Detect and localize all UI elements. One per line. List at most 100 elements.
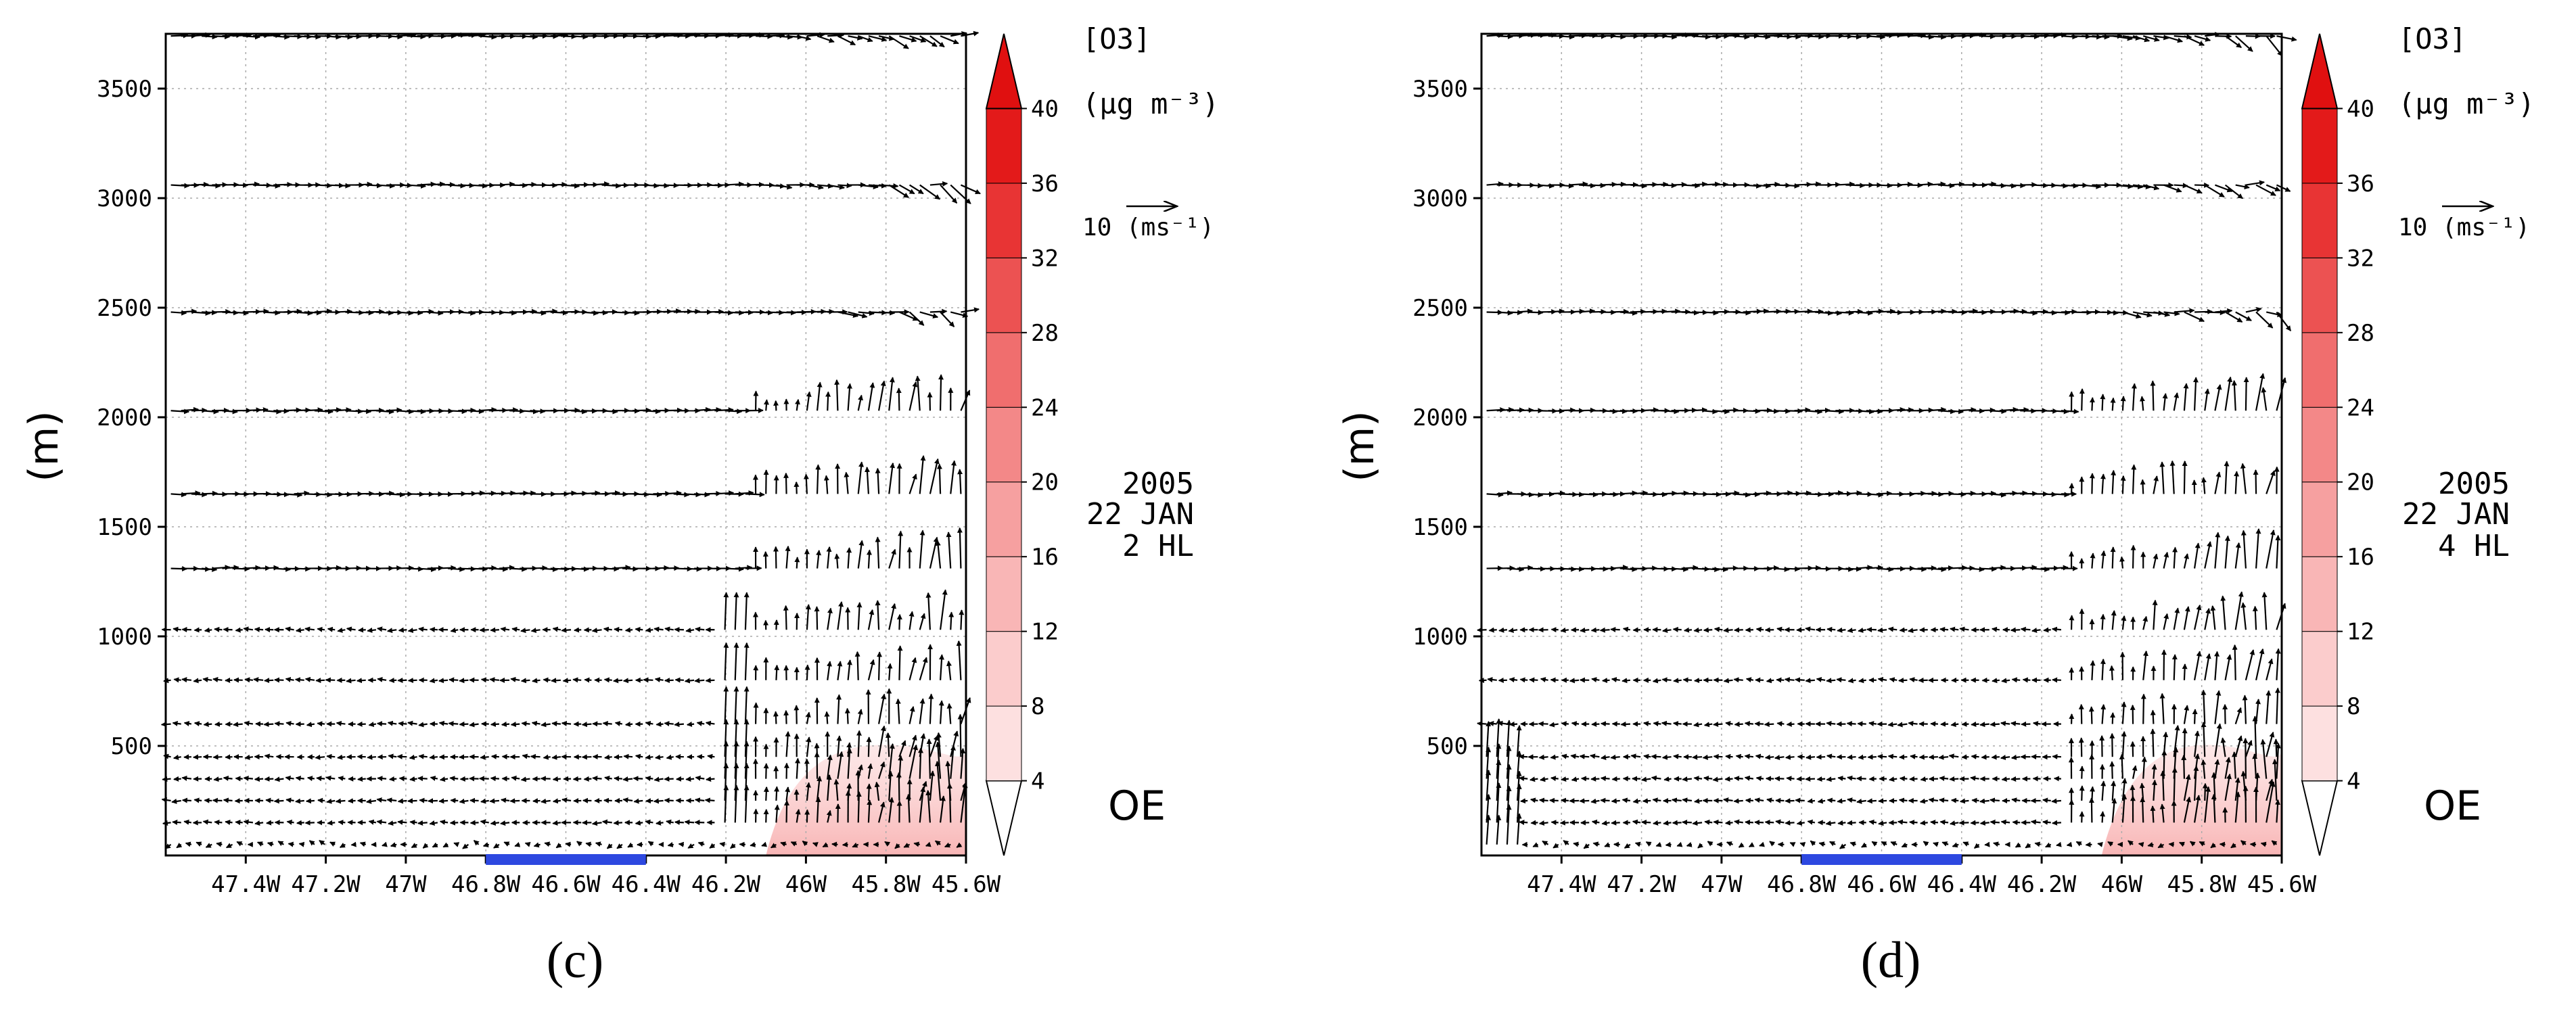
- wind-vector: [335, 407, 352, 413]
- wind-vector: [903, 843, 911, 848]
- wind-vector: [836, 735, 842, 757]
- wind-vector: [724, 408, 743, 415]
- wind-vector: [500, 820, 510, 826]
- wind-vector: [878, 693, 886, 724]
- wind-vector: [521, 721, 530, 727]
- wind-vector: [2220, 737, 2226, 757]
- wind-vector: [2132, 765, 2138, 779]
- wind-vector: [490, 820, 500, 826]
- wind-vector: [2255, 373, 2266, 411]
- wind-vector: [1611, 776, 1620, 782]
- wind-vector: [2219, 841, 2226, 847]
- x-tick-label: 46.6W: [531, 871, 601, 898]
- wind-vector: [2182, 663, 2188, 680]
- wind-vector: [2266, 529, 2276, 569]
- wind-vector: [1858, 678, 1866, 684]
- wind-vector: [1877, 753, 1887, 759]
- wind-vector: [386, 628, 397, 634]
- panel-d-label: (d): [1861, 932, 1921, 989]
- wind-vector: [1673, 678, 1682, 684]
- wind-vector: [264, 678, 274, 684]
- x-tick-label: 45.6W: [2247, 871, 2317, 898]
- wind-vector: [2001, 678, 2010, 684]
- wind-vector: [2261, 387, 2268, 411]
- wind-vector: [928, 693, 934, 724]
- wind-vector: [468, 32, 486, 39]
- panel-c-date-hour: 2 HL: [1122, 529, 1194, 563]
- colorbar-bin: [986, 556, 1022, 632]
- wind-vector: [785, 545, 791, 569]
- wind-vector: [624, 721, 633, 727]
- wind-vector: [368, 722, 377, 728]
- wind-vector: [357, 776, 366, 782]
- panel-d-colorbar-title-2: (µg m⁻³): [2398, 87, 2535, 120]
- wind-vector: [2252, 605, 2258, 630]
- wind-vector: [794, 557, 800, 569]
- wind-vector: [172, 754, 181, 760]
- wind-vector: [831, 841, 838, 847]
- wind-vector: [2020, 565, 2038, 571]
- wind-vector: [285, 677, 294, 682]
- wind-vector: [613, 820, 622, 826]
- wind-vector: [501, 722, 510, 727]
- wind-vector: [1804, 408, 1823, 415]
- wind-vector: [252, 407, 269, 413]
- wind-vector: [2274, 687, 2280, 724]
- wind-vector: [2183, 553, 2190, 569]
- wind-vector: [794, 705, 800, 724]
- wind-vector: [1939, 797, 1949, 803]
- wind-vector: [448, 408, 467, 415]
- wind-vector: [173, 776, 181, 782]
- wind-vector: [2183, 796, 2192, 823]
- wind-vector: [204, 797, 212, 803]
- wind-vector: [2260, 841, 2267, 847]
- y-tick-label: 3500: [97, 76, 152, 103]
- wind-vector: [520, 678, 530, 684]
- wind-vector: [1653, 721, 1661, 727]
- y-tick-label: 1000: [97, 624, 152, 651]
- wind-vector: [704, 797, 715, 803]
- wind-vector: [676, 776, 684, 782]
- wind-vector: [1776, 721, 1785, 727]
- wind-vector: [176, 843, 183, 849]
- wind-vector: [606, 843, 613, 849]
- wind-vector: [263, 721, 274, 727]
- wind-vector: [1540, 677, 1548, 683]
- wind-vector: [806, 184, 824, 190]
- wind-vector: [2131, 464, 2137, 494]
- wind-vector: [1775, 819, 1785, 825]
- colorbar-bin: [2301, 406, 2338, 483]
- wind-vector: [1969, 566, 1985, 572]
- wind-vector: [1682, 776, 1693, 782]
- wind-vector: [314, 492, 333, 498]
- wind-vector: [2159, 461, 2165, 494]
- wind-vector: [540, 798, 551, 804]
- wind-vector: [1569, 678, 1580, 684]
- wind-vector: [1774, 755, 1785, 761]
- wind-vector: [1563, 840, 1569, 846]
- wind-vector: [950, 311, 969, 318]
- wind-vector: [1589, 753, 1600, 759]
- wind-vector: [1889, 677, 1898, 683]
- wind-vector: [2152, 599, 2158, 630]
- wind-vector: [1856, 799, 1866, 804]
- wind-vector: [1519, 820, 1528, 826]
- wind-vector: [1989, 492, 2007, 498]
- wind-vector: [1755, 626, 1764, 632]
- wind-vector: [1622, 797, 1631, 803]
- wind-vector: [743, 686, 750, 724]
- wind-vector: [2199, 841, 2205, 847]
- wind-vector: [945, 760, 952, 801]
- wind-vector: [1738, 842, 1745, 848]
- wind-vector: [622, 797, 633, 803]
- wind-vector: [929, 770, 936, 801]
- wind-vector: [1805, 678, 1816, 684]
- wind-vector: [459, 798, 469, 804]
- wind-vector: [1651, 775, 1661, 781]
- colorbar-bin: [2301, 332, 2338, 408]
- wind-vector: [336, 720, 346, 726]
- wind-vector: [1672, 626, 1682, 632]
- wind-vector: [1693, 678, 1703, 684]
- wind-vector: [2173, 392, 2180, 411]
- wind-vector: [438, 678, 448, 684]
